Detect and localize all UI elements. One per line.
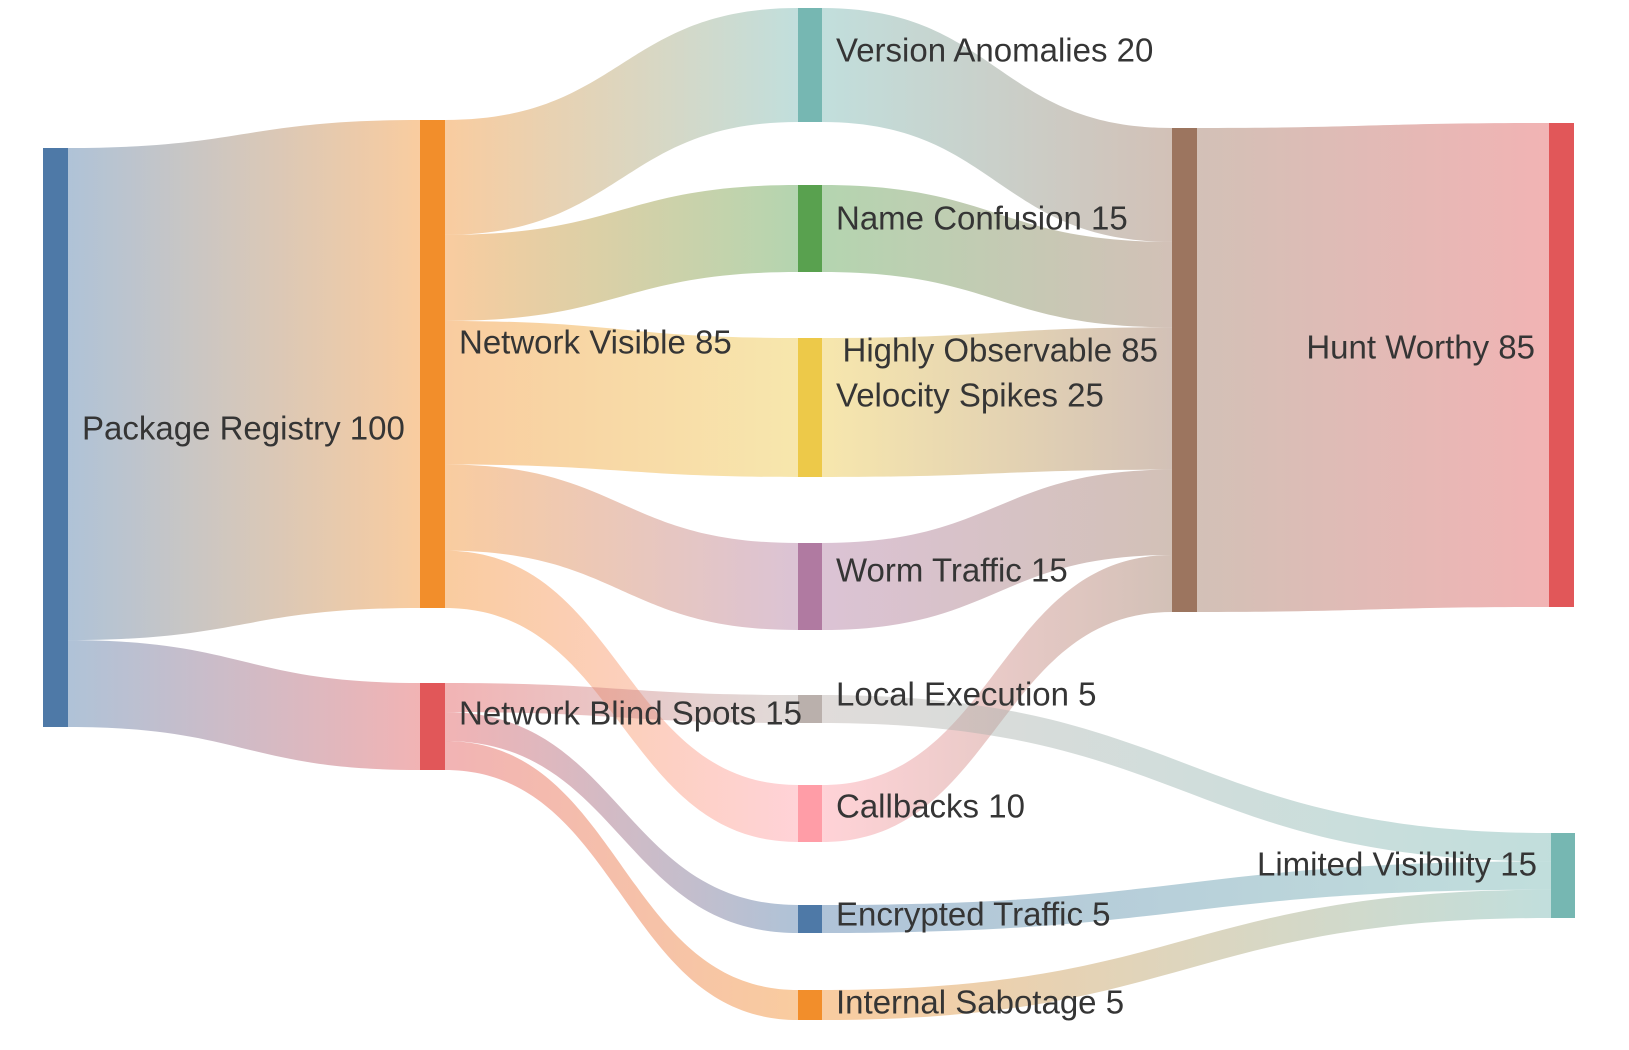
label-highly-observable: Highly Observable 85 [843, 332, 1159, 369]
node-highly-observable [1172, 128, 1197, 612]
label-internal-sabotage: Internal Sabotage 5 [836, 984, 1124, 1021]
node-name-confusion [798, 185, 822, 272]
flow-network-visible-to-version-anomalies [445, 8, 798, 235]
label-limited-visibility: Limited Visibility 15 [1257, 846, 1537, 883]
label-local-execution: Local Execution 5 [836, 676, 1097, 713]
flow-version-anomalies-to-highly-observable [822, 8, 1172, 242]
node-worm-traffic [798, 543, 822, 630]
flow-local-execution-to-limited-visibility [822, 695, 1551, 862]
node-version-anomalies [798, 8, 822, 122]
node-local-execution [798, 695, 822, 723]
flow-network-blind-spots-to-encrypted-traffic [445, 712, 798, 933]
node-limited-visibility [1551, 833, 1575, 918]
label-version-anomalies: Version Anomalies 20 [836, 32, 1153, 69]
flow-velocity-spikes-to-highly-observable [822, 327, 1172, 477]
flow-highly-observable-to-hunt-worthy [1197, 123, 1549, 612]
node-network-blind-spots [420, 683, 445, 770]
nodes-layer [43, 8, 1575, 1020]
label-hunt-worthy: Hunt Worthy 85 [1306, 329, 1535, 366]
node-internal-sabotage [798, 990, 822, 1020]
flows-layer [68, 8, 1551, 1020]
label-package-registry: Package Registry 100 [82, 410, 405, 447]
labels-layer: Package Registry 100 Network Visible 85 Ne… [82, 32, 1537, 1021]
node-encrypted-traffic [798, 905, 822, 933]
flow-package-registry-to-network-blind-spots [68, 640, 420, 770]
flow-network-visible-to-worm-traffic [445, 464, 798, 630]
flow-network-blind-spots-to-internal-sabotage [445, 741, 798, 1020]
node-hunt-worthy [1549, 123, 1574, 607]
flow-internal-sabotage-to-limited-visibility [822, 889, 1551, 1020]
flow-encrypted-traffic-to-limited-visibility [822, 861, 1551, 933]
label-encrypted-traffic: Encrypted Traffic 5 [836, 896, 1111, 933]
label-name-confusion: Name Confusion 15 [836, 200, 1128, 237]
label-callbacks: Callbacks 10 [836, 788, 1025, 825]
node-network-visible [420, 120, 445, 608]
flow-package-registry-to-network-visible [68, 120, 420, 641]
label-velocity-spikes: Velocity Spikes 25 [836, 377, 1104, 414]
label-network-blind-spots: Network Blind Spots 15 [459, 695, 802, 732]
flow-network-visible-to-name-confusion [445, 185, 798, 321]
flow-name-confusion-to-highly-observable [822, 185, 1172, 328]
label-worm-traffic: Worm Traffic 15 [836, 552, 1068, 589]
flow-callbacks-to-highly-observable [822, 555, 1172, 842]
flow-network-visible-to-velocity-spikes [445, 320, 798, 477]
flow-network-blind-spots-to-local-execution [445, 683, 798, 723]
node-package-registry [43, 148, 68, 727]
node-velocity-spikes [798, 338, 822, 477]
label-network-visible: Network Visible 85 [459, 324, 732, 361]
node-callbacks [798, 785, 822, 842]
flow-worm-traffic-to-highly-observable [822, 469, 1172, 630]
